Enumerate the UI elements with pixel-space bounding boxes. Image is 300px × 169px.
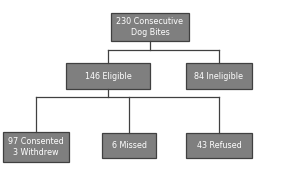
Text: 84 Ineligible: 84 Ineligible xyxy=(194,71,244,81)
FancyBboxPatch shape xyxy=(111,13,189,41)
FancyBboxPatch shape xyxy=(66,63,150,89)
FancyBboxPatch shape xyxy=(102,133,156,158)
FancyBboxPatch shape xyxy=(186,63,252,89)
FancyBboxPatch shape xyxy=(3,132,69,162)
Text: 6 Missed: 6 Missed xyxy=(112,141,146,150)
FancyBboxPatch shape xyxy=(186,133,252,158)
Text: 146 Eligible: 146 Eligible xyxy=(85,71,131,81)
Text: 230 Consecutive
Dog Bites: 230 Consecutive Dog Bites xyxy=(116,17,184,37)
Text: 97 Consented
3 Withdrew: 97 Consented 3 Withdrew xyxy=(8,137,64,157)
Text: 43 Refused: 43 Refused xyxy=(196,141,242,150)
